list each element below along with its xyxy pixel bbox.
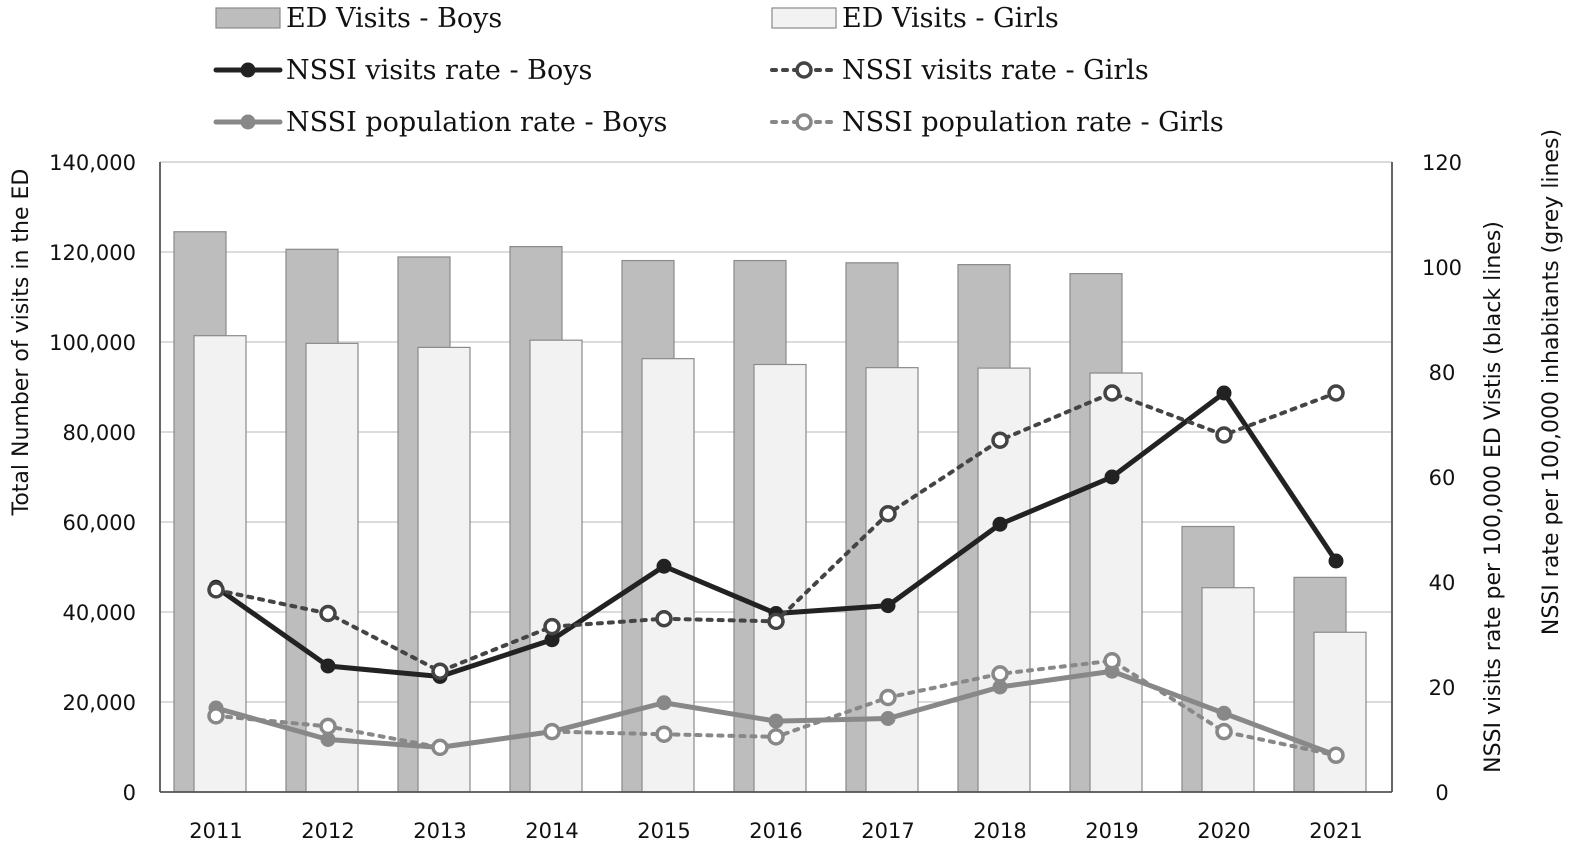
bar-girls bbox=[977, 367, 1031, 793]
bar-girls bbox=[1089, 372, 1143, 793]
legend-label: ED Visits - Boys bbox=[286, 3, 502, 34]
data-point bbox=[207, 707, 225, 725]
data-point bbox=[768, 713, 784, 729]
ticks-layer: 0 20,000 40,000 60,000 80,000 100,000 120,000 1… bbox=[49, 151, 1462, 843]
data-point bbox=[656, 558, 672, 574]
legend-label: NSSI visits rate - Boys bbox=[286, 55, 592, 86]
legend-label: ED Visits - Girls bbox=[842, 3, 1059, 34]
data-point bbox=[543, 722, 561, 741]
y-tick-left-label: 120,000 bbox=[49, 241, 136, 265]
x-tick-label: 2016 bbox=[749, 819, 802, 843]
legend-swatch bbox=[215, 7, 281, 29]
data-point bbox=[1216, 705, 1232, 721]
x-tick-label: 2011 bbox=[189, 819, 242, 843]
data-point bbox=[655, 610, 673, 628]
bar-girls bbox=[305, 342, 359, 793]
data-point bbox=[1104, 469, 1120, 485]
axes-layer bbox=[159, 162, 1393, 793]
legend-layer: ED Visits - Boys ED Visits - Girls NSSI vi… bbox=[213, 3, 1224, 138]
x-tick-label: 2013 bbox=[413, 819, 466, 843]
data-point bbox=[319, 717, 337, 736]
x-tick-label: 2018 bbox=[973, 819, 1026, 843]
data-point bbox=[1327, 746, 1345, 764]
data-point bbox=[992, 516, 1008, 532]
data-point bbox=[543, 617, 561, 636]
data-point bbox=[656, 695, 672, 711]
data-point bbox=[880, 711, 896, 726]
y-tick-right-label: 0 bbox=[1435, 781, 1448, 805]
y-tick-left-label: 140,000 bbox=[49, 151, 136, 175]
legend-label: NSSI visits rate - Girls bbox=[842, 55, 1149, 86]
bar-girls bbox=[865, 367, 919, 793]
lines-layer bbox=[207, 384, 1345, 764]
x-tick-label: 2017 bbox=[861, 819, 914, 843]
y-axis-right-title-2: NSSI rate per 100,000 inhabitants (grey … bbox=[1539, 129, 1564, 635]
bar-girls bbox=[1313, 631, 1367, 793]
y-tick-right-label: 60 bbox=[1429, 466, 1456, 490]
y-axis-right-title-1: NSSI visits rate per 100,000 ED Vistis (… bbox=[1481, 221, 1506, 773]
bar-girls bbox=[1201, 587, 1255, 793]
x-tick-label: 2014 bbox=[525, 819, 578, 843]
data-point bbox=[431, 662, 449, 680]
x-tick-label: 2021 bbox=[1309, 819, 1362, 843]
legend-label: NSSI population rate - Boys bbox=[286, 107, 667, 138]
y-axis-left-title: Total Number of visits in the ED bbox=[9, 169, 34, 517]
data-point bbox=[1328, 553, 1344, 569]
legend-marker bbox=[795, 113, 813, 131]
x-tick-label: 2019 bbox=[1085, 819, 1138, 843]
data-point bbox=[1216, 385, 1232, 401]
y-tick-right-label: 20 bbox=[1429, 676, 1456, 700]
x-tick-label: 2015 bbox=[637, 819, 690, 843]
bar-girls bbox=[417, 346, 471, 793]
data-point bbox=[1103, 384, 1121, 402]
data-point bbox=[991, 431, 1009, 449]
data-point bbox=[879, 505, 897, 523]
data-point bbox=[320, 658, 336, 674]
data-point bbox=[1215, 426, 1233, 444]
data-point bbox=[880, 598, 896, 614]
y-tick-left-label: 20,000 bbox=[63, 691, 136, 715]
data-point bbox=[319, 604, 337, 623]
data-point bbox=[1327, 384, 1345, 402]
data-point bbox=[767, 728, 785, 746]
bars-layer bbox=[173, 231, 1367, 793]
y-tick-right-label: 100 bbox=[1422, 256, 1462, 280]
data-point bbox=[1215, 722, 1233, 741]
data-point bbox=[431, 738, 449, 757]
legend-marker bbox=[240, 114, 256, 130]
y-tick-right-label: 40 bbox=[1429, 571, 1456, 595]
x-tick-label: 2012 bbox=[301, 819, 354, 843]
y-tick-left-label: 40,000 bbox=[63, 601, 136, 625]
y-tick-right-label: 120 bbox=[1422, 151, 1462, 175]
y-tick-left-label: 60,000 bbox=[63, 511, 136, 535]
y-tick-left-label: 80,000 bbox=[63, 421, 136, 445]
data-point bbox=[879, 688, 897, 707]
y-tick-left-label: 0 bbox=[123, 781, 136, 805]
legend-label: NSSI population rate - Girls bbox=[842, 107, 1224, 138]
y-tick-right-label: 80 bbox=[1429, 361, 1456, 385]
data-point bbox=[655, 725, 673, 743]
bar-girls bbox=[529, 339, 583, 793]
x-tick-label: 2020 bbox=[1197, 819, 1250, 843]
data-point bbox=[1103, 652, 1121, 670]
y-tick-left-label: 100,000 bbox=[49, 331, 136, 355]
data-point bbox=[207, 581, 225, 599]
data-point bbox=[767, 612, 785, 631]
legend-marker bbox=[795, 61, 813, 79]
legend-marker bbox=[240, 62, 256, 78]
legend-swatch bbox=[771, 7, 837, 29]
data-point bbox=[991, 665, 1009, 683]
